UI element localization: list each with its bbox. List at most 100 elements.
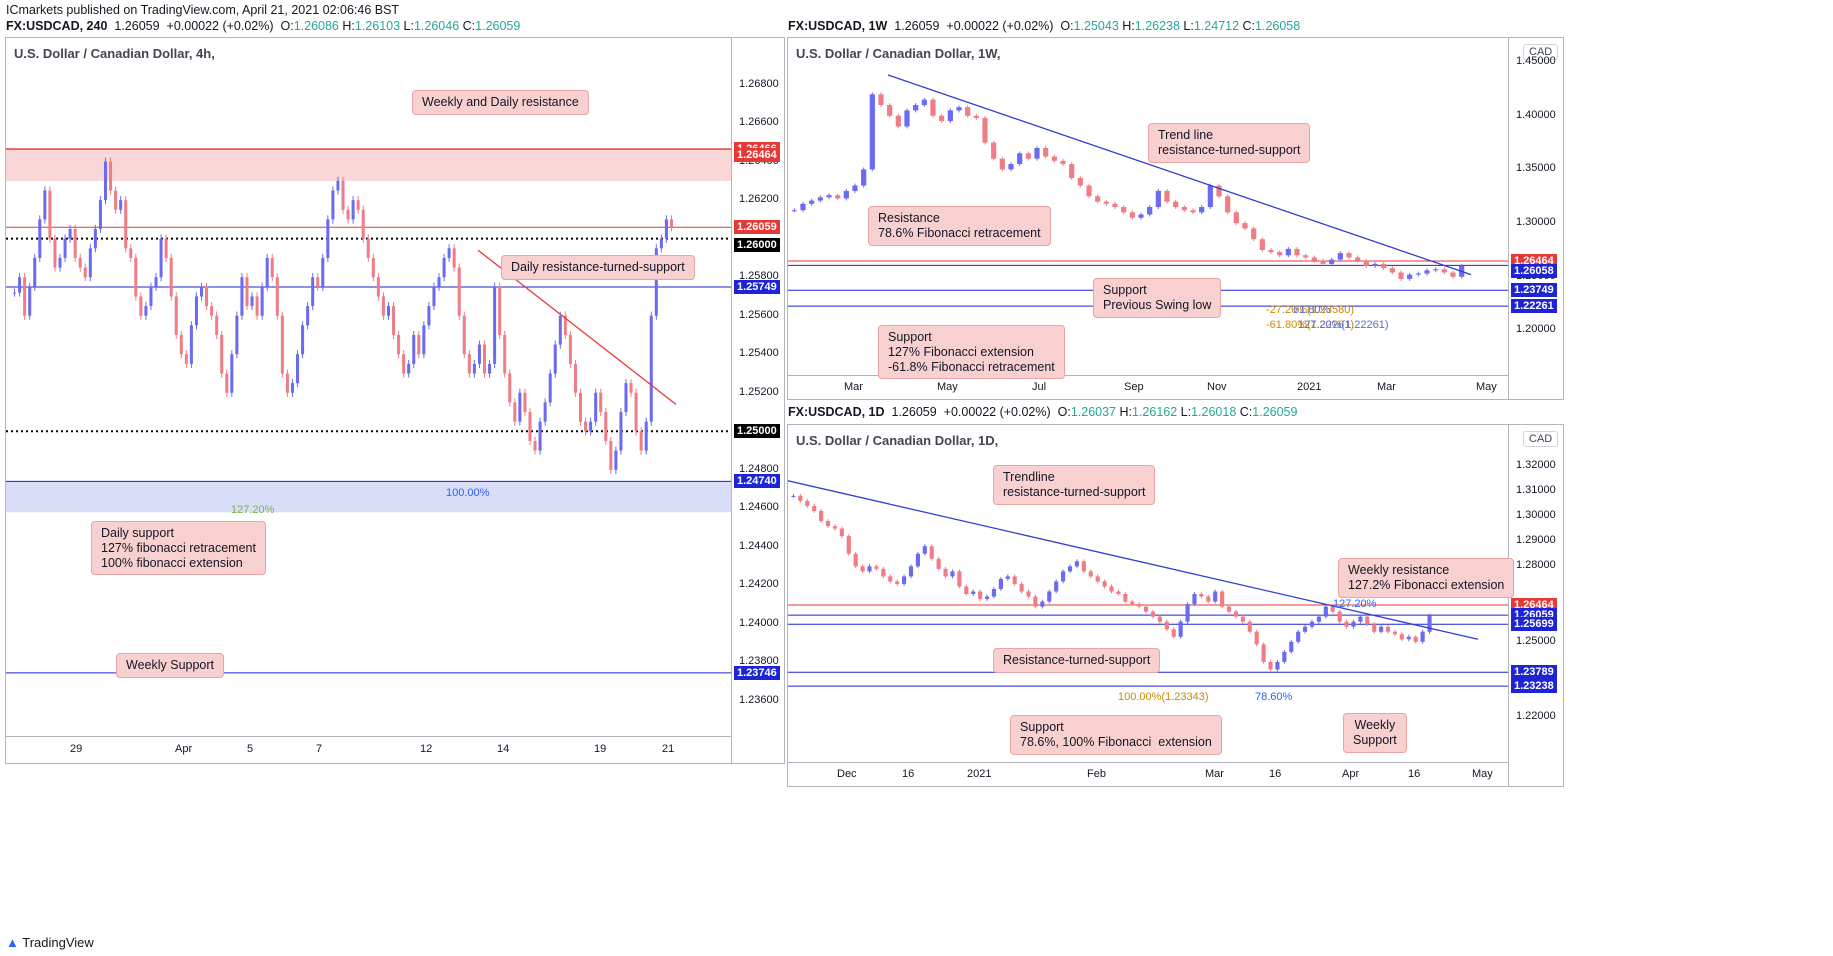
candle-body (225, 373, 229, 393)
candle-body (503, 334, 507, 374)
candle-body (1207, 185, 1213, 207)
chart-svg-1w[interactable] (788, 38, 1563, 399)
candle-body (971, 591, 976, 594)
annotation-support-127[interactable]: Support 127% Fibonacci extension -61.8% … (878, 325, 1065, 380)
candle-body (250, 296, 254, 307)
candle-body (573, 363, 577, 393)
annotation-support-swing-low[interactable]: Support Previous Swing low (1093, 278, 1222, 318)
chart-svg-4h[interactable] (6, 38, 784, 763)
price-axis[interactable] (731, 38, 732, 763)
annotation-weekly-resistance[interactable]: Weekly resistance 127.2% Fibonacci exten… (1338, 558, 1515, 598)
support-zone (6, 481, 731, 513)
annotation-resistance-786[interactable]: Resistance 78.6% Fibonacci retracement (868, 206, 1051, 246)
candle-body (144, 306, 148, 316)
candle-body (33, 257, 37, 287)
price-tag: 1.25699 (1511, 617, 1557, 632)
candle-body (1372, 263, 1378, 267)
candle-body (965, 107, 971, 116)
candle-body (1155, 190, 1161, 207)
candle-body (533, 440, 537, 451)
candle-body (321, 257, 325, 287)
candle-body (817, 197, 823, 201)
candle-body (53, 238, 57, 268)
candle-body (397, 334, 401, 355)
candle-body (1398, 272, 1404, 279)
tradingview-logo[interactable]: ▲ TradingView (6, 935, 94, 950)
annotation-daily-resistance-turned-support[interactable]: Daily resistance-turned-support (501, 255, 695, 280)
currency-label[interactable]: CAD (1523, 431, 1559, 447)
x-tick-label: Sep (1124, 381, 1144, 393)
candle-body (805, 500, 810, 506)
candle-body (908, 566, 914, 577)
candle-body (1379, 626, 1384, 632)
annotation-weekly-support[interactable]: Weekly Support (1343, 713, 1407, 753)
chart-panel-1w[interactable]: U.S. Dollar / Canadian Dollar, 1W, CAD 1… (787, 37, 1564, 400)
candle-body (1424, 270, 1430, 274)
candle-body (1199, 594, 1204, 597)
candle-body (1399, 634, 1404, 640)
candle-body (1019, 583, 1024, 592)
candle-body (1060, 160, 1066, 165)
candle-body (1112, 203, 1118, 207)
y-tick-label: 1.20000 (1516, 323, 1556, 336)
candle-body (265, 257, 269, 287)
candle-body (659, 238, 663, 249)
x-tick-label: 19 (594, 743, 607, 755)
y-tick-label: 1.25000 (1516, 634, 1556, 647)
candle-body (929, 546, 934, 559)
candle-body (1389, 268, 1395, 273)
candle-body (791, 495, 796, 497)
candle-body (867, 566, 872, 572)
candle-body (1034, 147, 1040, 159)
candle-body (1358, 616, 1363, 622)
candle-body (174, 296, 178, 335)
candle-body (220, 334, 224, 374)
currency-label[interactable]: CAD (1523, 44, 1559, 60)
resistance-zone (6, 148, 731, 181)
annotation-resistance-turned-support[interactable]: Resistance-turned-support (993, 648, 1161, 673)
annotation-trend-line[interactable]: Trend line resistance-turned-support (1148, 123, 1311, 163)
price-axis[interactable] (1508, 38, 1509, 399)
candle-body (1233, 611, 1239, 617)
candle-body (644, 421, 648, 451)
candle-body (124, 200, 128, 249)
chart-panel-1d[interactable]: U.S. Dollar / Canadian Dollar, 1D, CAD 1… (787, 424, 1564, 787)
chart-svg-1d[interactable] (788, 425, 1563, 786)
candle-body (584, 421, 588, 432)
x-tick-label: Mar (844, 381, 863, 393)
candle-body (114, 190, 118, 210)
price-tag: 1.22261 (1511, 299, 1557, 314)
candle-body (482, 344, 487, 374)
y-tick-label: 1.31000 (1516, 483, 1556, 496)
candle-body (1392, 631, 1398, 635)
chart-panel-4h[interactable]: U.S. Dollar / Canadian Dollar, 4h, 1.268… (5, 37, 785, 764)
candle-body (921, 99, 927, 106)
y-tick-label: 1.24800 (739, 462, 779, 475)
candle-body (331, 190, 335, 220)
price-axis[interactable] (1508, 425, 1509, 786)
candle-body (1185, 604, 1190, 622)
candle-body (624, 383, 628, 413)
fib-label-127: 127.20%(1.22261) (1298, 319, 1389, 331)
annotation-support-786-100[interactable]: Support 78.6%, 100% Fibonacci extension (1010, 715, 1222, 755)
candle-body (578, 392, 583, 422)
candle-body (467, 354, 471, 374)
candle-body (1025, 153, 1031, 159)
candle-body (179, 334, 183, 355)
candle-body (1309, 621, 1315, 627)
chart-title: U.S. Dollar / Canadian Dollar, 1W, (796, 46, 1001, 61)
candle-body (432, 286, 436, 307)
candle-body (619, 412, 623, 451)
annotation-daily-support[interactable]: Daily support 127% fibonacci retracement… (91, 521, 266, 576)
candle-body (1033, 596, 1038, 607)
candle-body (83, 267, 87, 278)
annotation-weekly-daily-resistance[interactable]: Weekly and Daily resistance (412, 90, 589, 115)
y-tick-label: 1.26800 (739, 77, 779, 90)
candle-body (543, 402, 547, 422)
annotation-trendline[interactable]: Trendline resistance-turned-support (993, 465, 1156, 505)
candle-body (538, 421, 542, 451)
publisher-line: ICmarkets published on TradingView.com, … (6, 3, 400, 17)
x-tick-label: Dec (837, 768, 857, 780)
annotation-weekly-support[interactable]: Weekly Support (116, 653, 225, 678)
y-tick-label: 1.24400 (739, 539, 779, 552)
